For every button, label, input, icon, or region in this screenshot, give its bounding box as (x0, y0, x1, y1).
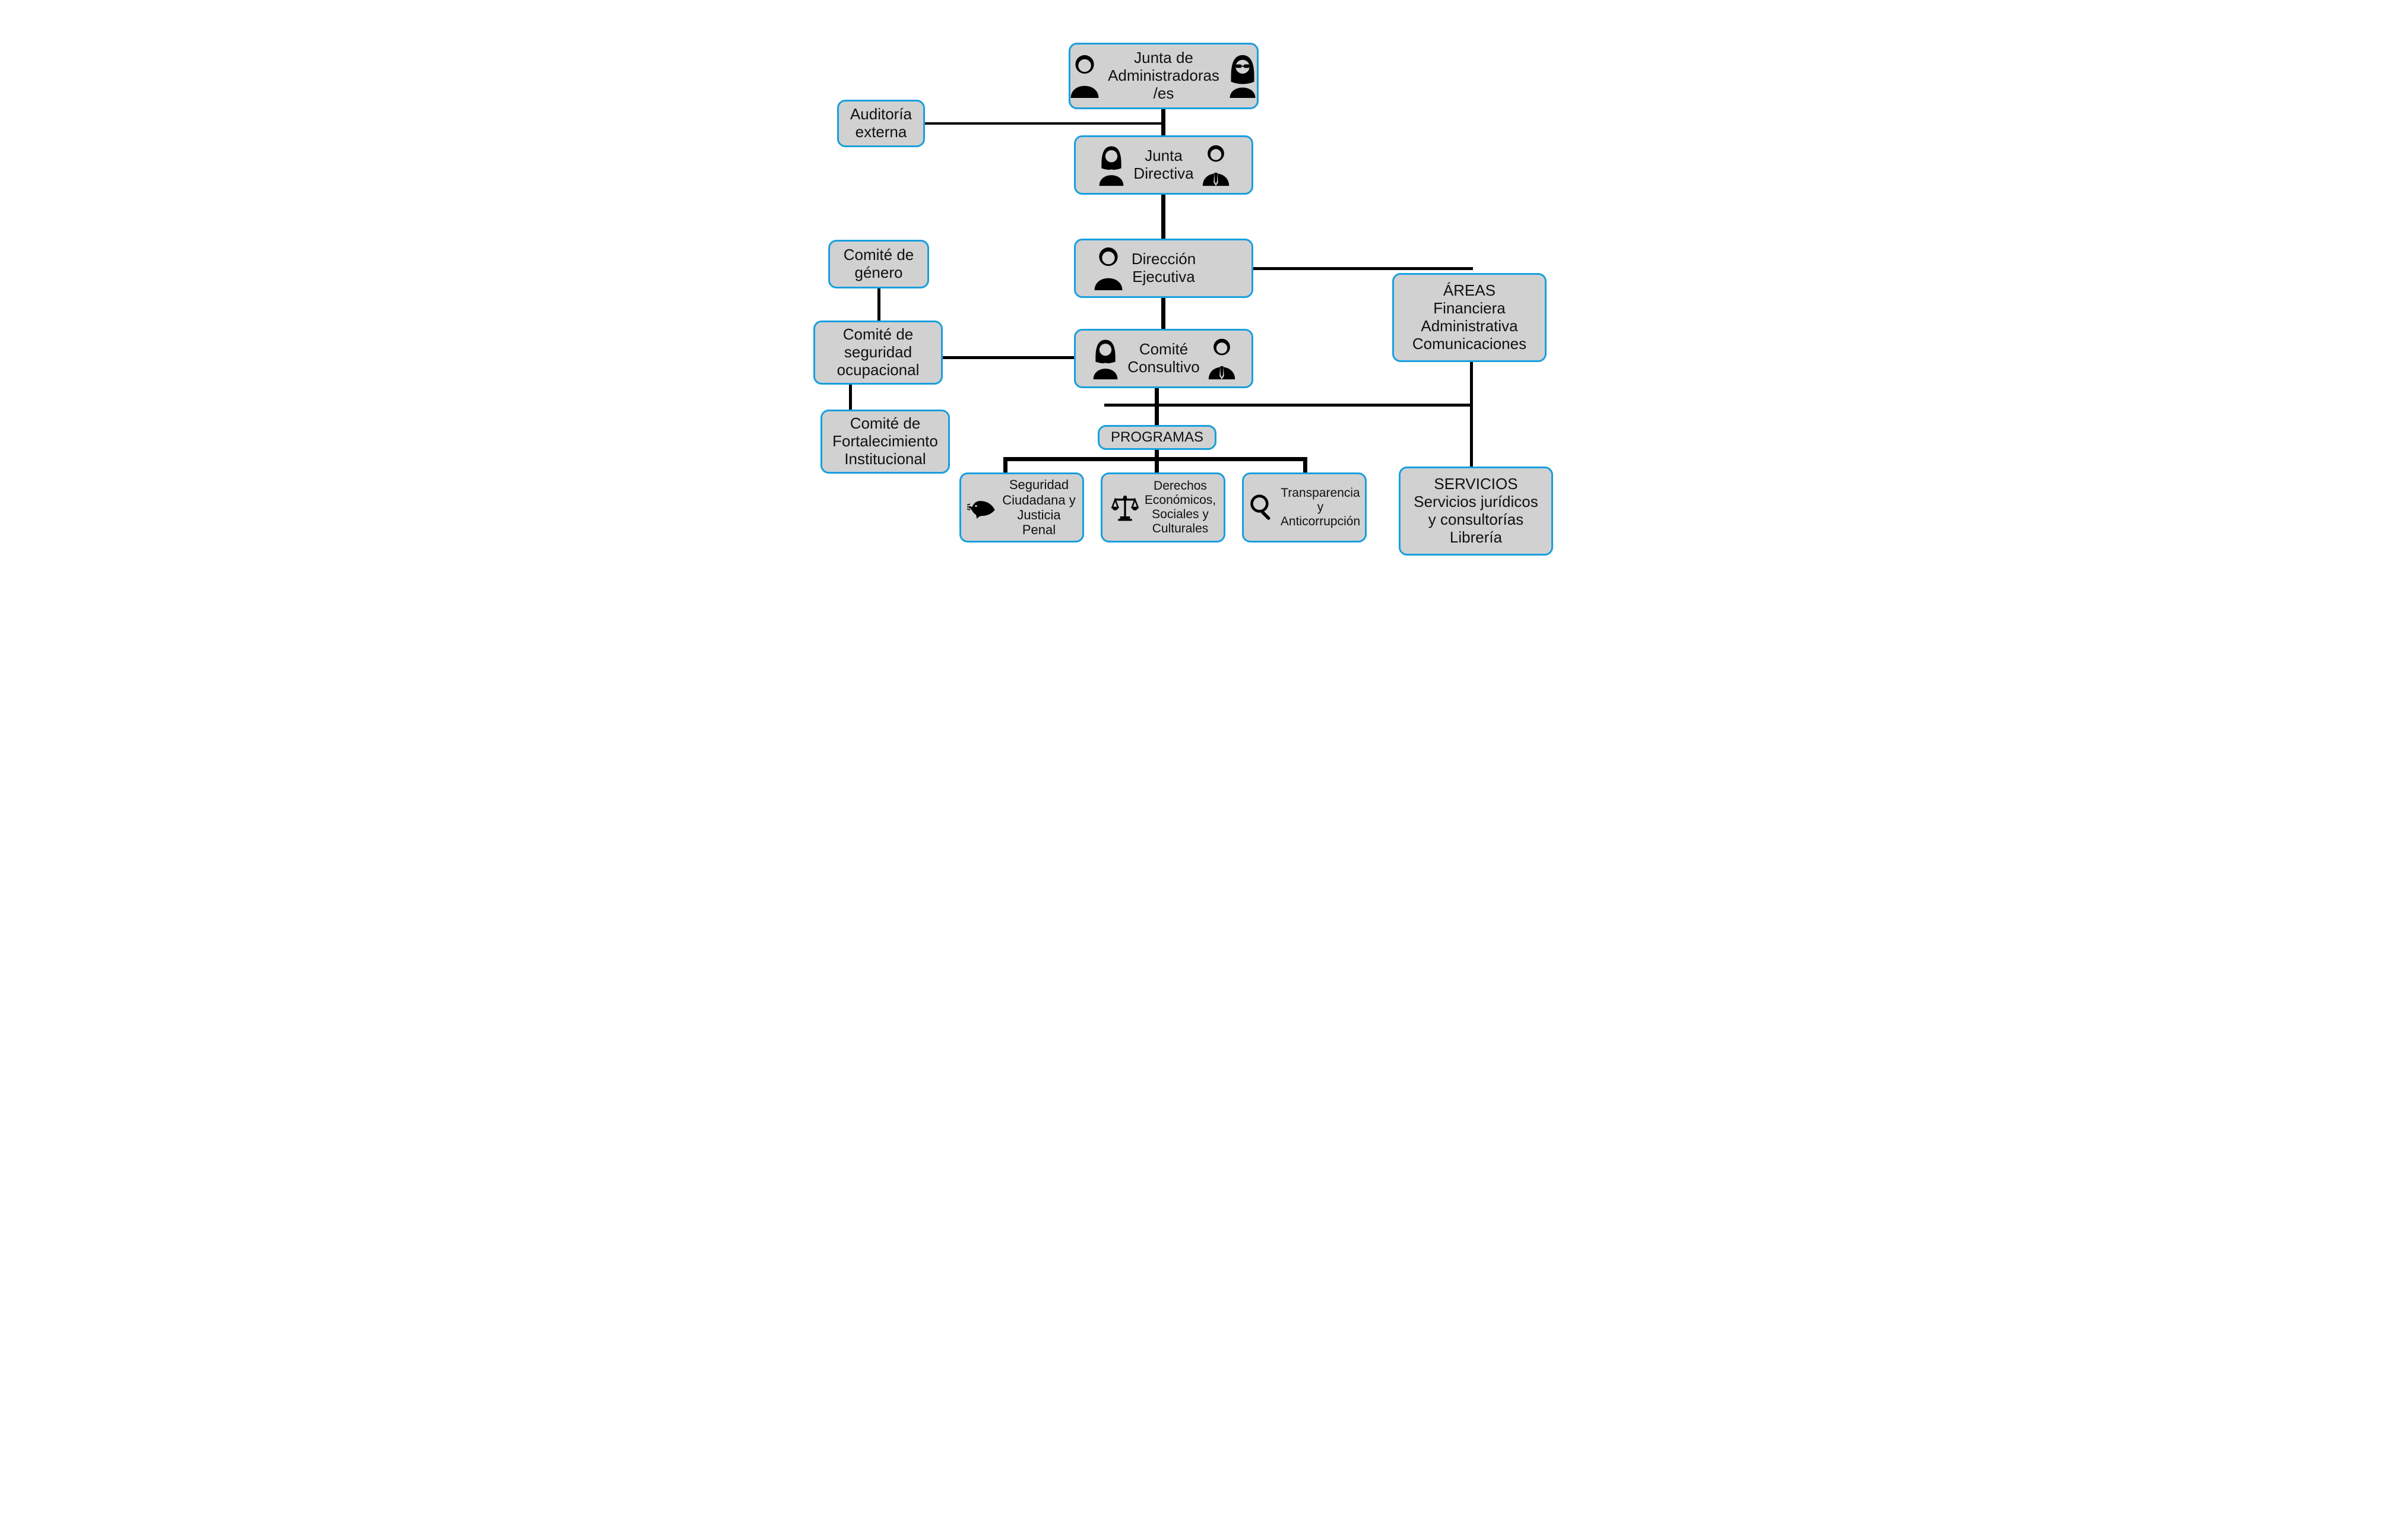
connector (1253, 267, 1473, 270)
connector (1155, 450, 1159, 472)
node-label: Seguridad Ciudadana y Justicia Penal (1002, 477, 1076, 537)
node-programas: PROGRAMAS (1098, 425, 1216, 450)
node-derechos: Derechos Económicos, Sociales y Cultural… (1101, 472, 1225, 543)
node-junta-administradoras: Junta de Administradoras /es (1069, 43, 1259, 109)
org-chart-canvas: Junta de Administradoras /es Auditoría e… (748, 0, 1660, 579)
connector (1155, 388, 1159, 425)
person-male-tie-icon (1199, 143, 1233, 187)
connector (1161, 298, 1165, 329)
connector (849, 385, 852, 410)
node-label: SERVICIOS Servicios jurídicos y consulto… (1414, 475, 1538, 547)
connector (1303, 457, 1307, 472)
node-auditoria-externa: Auditoría externa (837, 100, 925, 147)
node-label: Junta de Administradoras /es (1108, 49, 1219, 103)
connector (1470, 362, 1473, 467)
node-label: PROGRAMAS (1111, 429, 1203, 446)
node-label: ÁREAS Financiera Administrativa Comunica… (1412, 282, 1526, 353)
person-female-icon (1088, 337, 1123, 380)
node-label: Derechos Económicos, Sociales y Cultural… (1145, 479, 1216, 537)
person-male-tie-icon (1205, 337, 1239, 380)
person-female-icon (1094, 143, 1129, 187)
connector (1104, 404, 1472, 407)
node-seguridad-ciudadana: Seguridad Ciudadana y Justicia Penal (959, 472, 1084, 543)
connector (925, 122, 1162, 125)
node-label: Comité de Fortalecimiento Institucional (832, 415, 938, 468)
connector (1161, 195, 1165, 239)
node-servicios: SERVICIOS Servicios jurídicos y consulto… (1399, 467, 1553, 556)
node-comite-seguridad-ocupacional: Comité de seguridad ocupacional (813, 321, 943, 385)
node-transparencia: Transparencia y Anticorrupción (1242, 472, 1367, 543)
node-comite-genero: Comité de género (828, 240, 929, 288)
node-direccion-ejecutiva: Dirección Ejecutiva (1074, 239, 1253, 298)
node-label: Comité de seguridad ocupacional (837, 326, 920, 379)
node-label: Junta Directiva (1133, 147, 1193, 183)
node-label: Dirección Ejecutiva (1132, 250, 1196, 286)
magnifier-icon (1249, 493, 1276, 522)
dove-icon (967, 494, 997, 521)
person-female-glasses-icon (1224, 53, 1261, 99)
node-areas: ÁREAS Financiera Administrativa Comunica… (1392, 273, 1547, 362)
node-label: Auditoría externa (850, 106, 912, 141)
node-comite-fortalecimiento: Comité de Fortalecimiento Institucional (820, 410, 950, 474)
connector (877, 288, 880, 321)
node-junta-directiva: Junta Directiva (1074, 135, 1253, 195)
person-male-icon (1066, 53, 1103, 99)
node-label: Transparencia y Anticorrupción (1281, 486, 1360, 529)
node-comite-consultivo: Comité Consultivo (1074, 329, 1253, 388)
node-label: Comité de género (844, 246, 914, 282)
person-male-icon (1090, 245, 1127, 291)
scales-icon (1110, 493, 1140, 522)
connector (1003, 457, 1007, 472)
node-label: Comité Consultivo (1127, 341, 1199, 376)
connector (943, 356, 1074, 359)
